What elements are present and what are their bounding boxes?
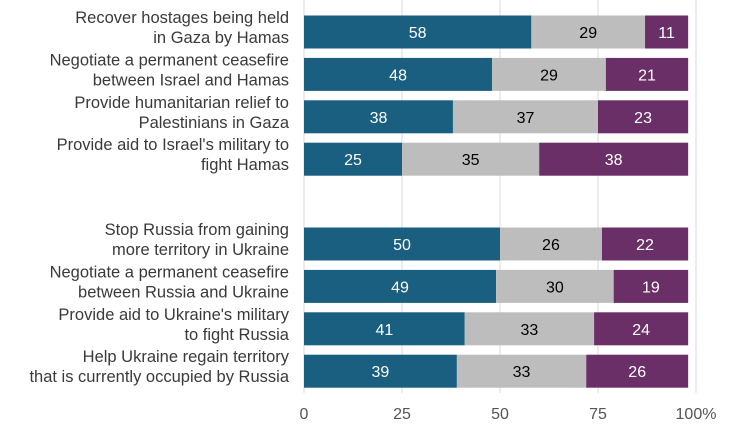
bar-segment <box>496 269 614 303</box>
data-label: 26 <box>542 237 560 254</box>
data-label: 22 <box>636 237 654 254</box>
data-label: 38 <box>605 152 623 169</box>
bar-segment <box>601 227 689 261</box>
data-label: 48 <box>389 67 407 84</box>
bar-segment <box>304 269 497 303</box>
data-label: 39 <box>372 364 390 381</box>
category-label: Help Ukraine regain territory that is cur… <box>29 348 289 386</box>
bar-segment <box>304 142 402 176</box>
bar-segment <box>598 100 689 134</box>
category-label: Stop Russia from gaining more territory i… <box>105 221 289 259</box>
bar-segment <box>645 15 689 49</box>
x-tick-label: 50 <box>491 406 509 423</box>
bar-segment <box>304 15 532 49</box>
bar-segment <box>452 100 598 134</box>
data-label: 25 <box>344 152 362 169</box>
bar-segment <box>500 227 602 261</box>
bar-segment <box>605 57 689 91</box>
data-label: 26 <box>628 364 646 381</box>
data-label: 33 <box>513 364 531 381</box>
bar-segment <box>304 57 493 91</box>
data-label: 49 <box>391 279 409 296</box>
data-label: 37 <box>517 110 535 127</box>
bar-segment <box>304 312 465 346</box>
data-label: 19 <box>642 279 660 296</box>
bar-segment <box>304 227 500 261</box>
category-label: Negotiate a permanent ceasefire between I… <box>50 51 289 89</box>
data-label: 29 <box>540 67 558 84</box>
data-label: 11 <box>658 25 675 42</box>
data-label: 29 <box>579 25 597 42</box>
bar-segment <box>586 354 689 388</box>
bar-segment <box>539 142 689 176</box>
category-label: Recover hostages being held in Gaza by Ha… <box>75 9 289 47</box>
x-tick-label: 100% <box>676 406 717 423</box>
data-label: 50 <box>393 237 411 254</box>
bar-segment <box>613 269 689 303</box>
category-label: Negotiate a permanent ceasefire between R… <box>50 263 289 301</box>
data-label: 38 <box>370 110 388 127</box>
data-label: 41 <box>375 322 393 339</box>
data-label: 21 <box>638 67 656 84</box>
bar-segment <box>594 312 689 346</box>
bar-segment <box>531 15 646 49</box>
category-labels: Recover hostages being held in Gaza by Ha… <box>29 9 289 386</box>
bar-segment <box>456 354 587 388</box>
bar-segment <box>304 100 453 134</box>
bar-segment <box>464 312 595 346</box>
data-label: 33 <box>521 322 539 339</box>
category-label: Provide aid to Ukraine's military to figh… <box>58 306 289 344</box>
bar-segment <box>492 57 606 91</box>
bar-segment <box>304 354 457 388</box>
data-label: 30 <box>546 279 564 296</box>
category-label: Provide humanitarian relief to Palestinia… <box>74 94 289 132</box>
category-label: Provide aid to Israel's military to fight… <box>57 136 289 174</box>
x-tick-label: 75 <box>589 406 607 423</box>
data-label: 35 <box>462 152 480 169</box>
x-tick-label: 25 <box>393 406 411 423</box>
data-label: 58 <box>409 25 427 42</box>
bar-segment <box>402 142 540 176</box>
data-label: 23 <box>634 110 652 127</box>
bars: 58 29 11 48 29 21 38 37 23 25 35 38 50 26 22 49 30 19 41 33… <box>304 15 689 388</box>
x-tick-label: 0 <box>300 406 309 423</box>
x-axis-ticks: 0 25 50 75 100% <box>300 406 717 423</box>
data-label: 24 <box>632 322 650 339</box>
